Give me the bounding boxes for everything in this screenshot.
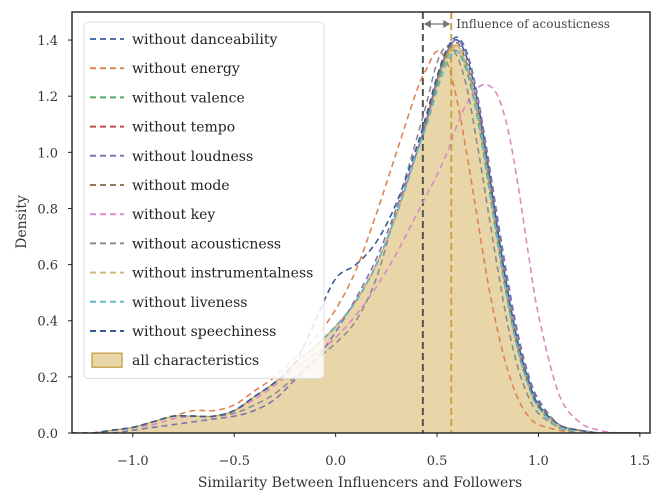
y-tick-label: 0.6 [37, 259, 58, 274]
legend-label: without energy [132, 61, 240, 77]
annotation-arrowhead-right [443, 20, 451, 28]
y-tick-label: 1.2 [37, 90, 58, 105]
annotation-acousticness: Influence of acousticness [423, 17, 610, 31]
legend-item-without-valence: without valence [90, 90, 245, 106]
x-tick-label: −1.0 [117, 454, 149, 469]
legend-item-without-danceability: without danceability [90, 32, 277, 48]
y-tick-label: 0.0 [37, 427, 58, 442]
legend-label: without speechiness [132, 324, 276, 340]
x-tick-label: 1.0 [528, 454, 549, 469]
legend-label: without instrumentalness [132, 266, 313, 282]
legend-label: without danceability [132, 32, 277, 48]
line-without-liveness [72, 50, 640, 433]
legend-label: without tempo [132, 120, 235, 136]
y-tick-label: 1.4 [37, 34, 58, 49]
y-tick-label: 0.4 [37, 315, 58, 330]
x-tick-label: 0.5 [427, 454, 448, 469]
y-axis: 0.0 0.2 0.4 0.6 0.8 1.0 1.2 1.4 [37, 34, 72, 442]
legend-item-without-instrumentalness: without instrumentalness [90, 266, 313, 282]
legend-item-without-acousticness: without acousticness [90, 236, 281, 252]
legend-label: without mode [132, 178, 230, 194]
legend-item-all-characteristics: all characteristics [91, 352, 259, 369]
x-tick-label: −0.5 [218, 454, 250, 469]
legend-label: without key [132, 207, 215, 223]
legend-label: without liveness [132, 295, 247, 311]
y-tick-label: 0.8 [37, 202, 58, 217]
legend-item-without-mode: without mode [90, 178, 230, 194]
line-without-key [72, 83, 640, 433]
legend-item-without-energy: without energy [90, 61, 240, 77]
line-without-speechiness [72, 38, 640, 433]
legend-label: without loudness [132, 149, 253, 165]
line-without-acousticness [72, 44, 640, 433]
x-axis-label: Similarity Between Influencers and Follo… [198, 475, 522, 491]
y-tick-label: 1.0 [37, 146, 58, 161]
legend: without danceability without energy withou… [83, 21, 325, 379]
legend-item-without-key: without key [90, 207, 215, 223]
annotation-text: Influence of acousticness [456, 17, 610, 31]
y-axis-label: Density [14, 195, 30, 249]
legend-label: all characteristics [132, 353, 259, 369]
x-tick-label: 0.0 [325, 454, 346, 469]
plot-area: Influence of acousticness [71, 11, 651, 434]
annotation-arrowhead-left [423, 20, 431, 28]
legend-swatch [91, 352, 123, 368]
legend-box [83, 21, 325, 379]
legend-item-without-tempo: without tempo [90, 120, 235, 136]
legend-label: without valence [132, 90, 245, 106]
y-tick-label: 0.2 [37, 371, 58, 386]
x-tick-label: 1.5 [630, 454, 651, 469]
x-axis: −1.0 −0.5 0.0 0.5 1.0 1.5 [117, 433, 650, 469]
legend-item-without-liveness: without liveness [90, 295, 247, 311]
legend-item-without-loudness: without loudness [90, 149, 253, 165]
legend-label: without acousticness [132, 236, 281, 252]
area-all-characteristics [72, 45, 640, 433]
line-without-energy [72, 50, 640, 433]
plot-frame [71, 11, 651, 434]
legend-item-without-speechiness: without speechiness [90, 324, 276, 340]
